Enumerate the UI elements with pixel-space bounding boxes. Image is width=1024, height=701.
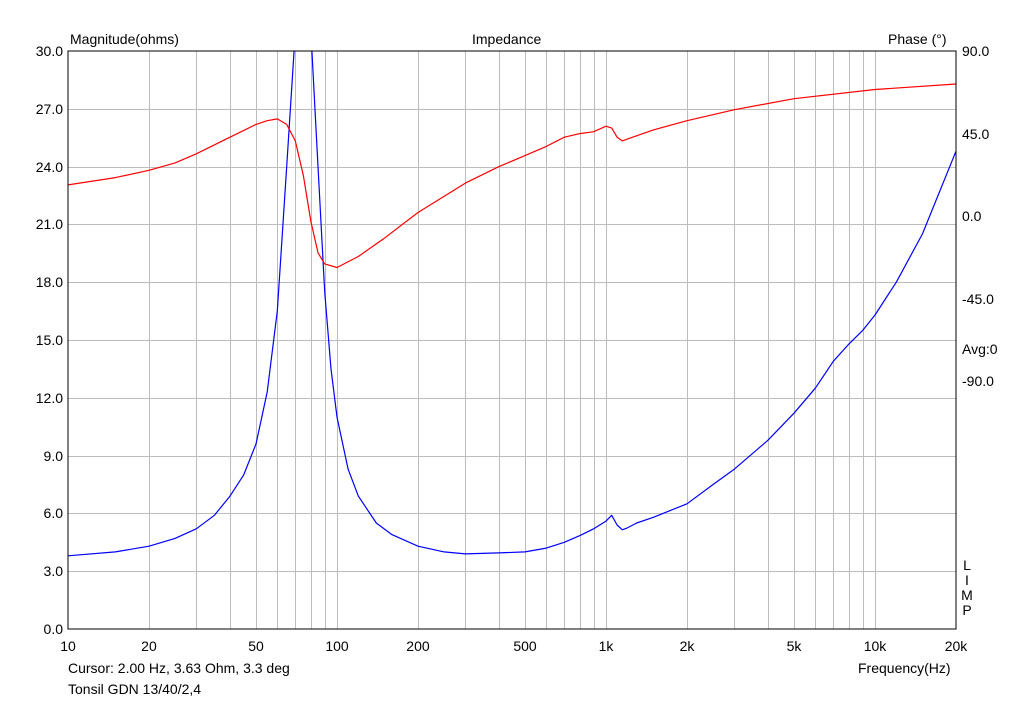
cursor-readout: Cursor: 2.00 Hz, 3.63 Ohm, 3.3 deg bbox=[68, 660, 290, 676]
y-left-tick-label: 15.0 bbox=[35, 332, 63, 348]
y-right-axis-label: Phase (°) bbox=[888, 31, 947, 47]
side-label-letter: I bbox=[965, 572, 969, 588]
x-tick-label: 10 bbox=[60, 638, 76, 654]
y-right-tick-label: -90.0 bbox=[962, 373, 994, 390]
plot-frame bbox=[67, 50, 957, 630]
side-label-letter: M bbox=[961, 587, 973, 603]
x-tick-label: 20k bbox=[944, 638, 968, 654]
x-tick-label: 20 bbox=[141, 638, 157, 654]
side-label-letter: L bbox=[963, 557, 971, 573]
y-right-tick-label: 45.0 bbox=[962, 125, 990, 142]
x-tick-label: 200 bbox=[406, 638, 430, 654]
chart-title: Impedance bbox=[472, 31, 542, 47]
plot-area bbox=[68, 51, 956, 557]
y-right-tick-label: 0.0 bbox=[962, 208, 982, 225]
x-tick-label: 5k bbox=[786, 638, 802, 654]
y-left-tick-label: 9.0 bbox=[43, 447, 63, 464]
x-tick-label: 1k bbox=[598, 638, 614, 654]
y-left-tick-label: 21.0 bbox=[35, 216, 63, 233]
side-label-letter: P bbox=[962, 602, 972, 618]
x-axis-label: Frequency(Hz) bbox=[858, 660, 951, 676]
y-left-tick-label: 27.0 bbox=[35, 100, 63, 117]
y-left-tick-label: 18.0 bbox=[35, 274, 63, 291]
y-right-tick-label: -45.0 bbox=[962, 290, 994, 307]
grid-lines bbox=[68, 51, 956, 629]
magnitude-series-line bbox=[68, 51, 956, 557]
y-left-tick-label: 3.0 bbox=[43, 563, 63, 580]
y-left-tick-label: 0.0 bbox=[43, 621, 63, 637]
y-left-tick-label: 6.0 bbox=[43, 505, 63, 522]
phase-series-line bbox=[68, 83, 956, 269]
x-tick-label: 10k bbox=[863, 638, 887, 654]
device-name: Tonsil GDN 13/40/2,4 bbox=[68, 681, 202, 697]
y-left-axis-label: Magnitude(ohms) bbox=[70, 31, 179, 47]
x-tick-label: 2k bbox=[679, 638, 695, 654]
y-left-tick-label: 24.0 bbox=[35, 158, 63, 175]
avg-label: Avg:0 bbox=[962, 341, 998, 357]
x-tick-label: 100 bbox=[325, 638, 349, 654]
y-left-tick-label: 12.0 bbox=[35, 389, 63, 406]
x-tick-label: 500 bbox=[513, 638, 537, 654]
y-right-tick-label: 90.0 bbox=[962, 43, 990, 59]
y-left-tick-label: 30.0 bbox=[35, 43, 63, 59]
x-tick-label: 50 bbox=[248, 638, 264, 654]
